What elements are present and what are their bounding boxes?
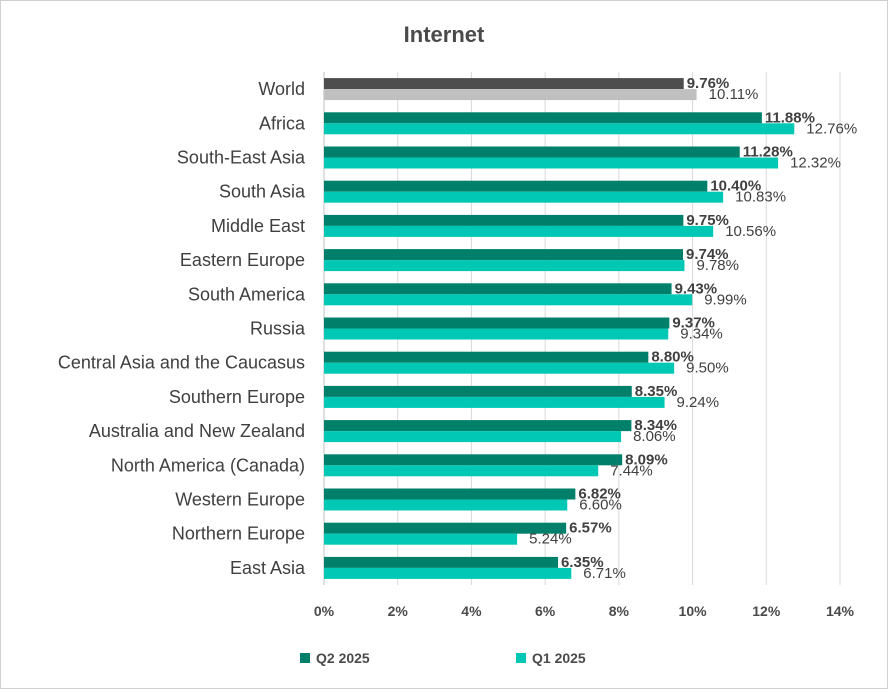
- data-label: 9.74%: [686, 246, 729, 263]
- category-label: Northern Europe: [172, 524, 305, 544]
- category-label: South-East Asia: [177, 148, 306, 168]
- bar: [324, 191, 724, 203]
- category-label: East Asia: [230, 558, 306, 578]
- bar: [324, 522, 567, 534]
- x-tick-label: 10%: [679, 603, 708, 619]
- data-label: 6.82%: [578, 486, 621, 503]
- bar: [324, 249, 683, 261]
- bar: [324, 533, 518, 545]
- bar: [324, 214, 684, 226]
- bar: [324, 431, 622, 443]
- bar: [324, 385, 632, 397]
- category-label: Russia: [250, 319, 306, 339]
- category-label: World: [258, 79, 305, 99]
- data-label: 9.24%: [677, 394, 720, 411]
- data-label: 9.99%: [704, 291, 747, 308]
- data-label: 7.44%: [610, 462, 653, 479]
- data-label: 10.83%: [735, 189, 786, 206]
- legend-label-q1: Q1 2025: [532, 650, 586, 666]
- category-label: Middle East: [211, 216, 305, 236]
- category-label: North America (Canada): [111, 455, 305, 475]
- bar: [324, 89, 697, 101]
- x-tick-label: 0%: [314, 603, 335, 619]
- chart-title: Internet: [403, 22, 485, 47]
- bar: [324, 146, 740, 158]
- data-label: 11.88%: [765, 109, 815, 126]
- bar: [324, 556, 559, 568]
- legend-swatch-q2: [300, 653, 310, 663]
- data-label: 10.56%: [725, 223, 776, 240]
- x-tick-label: 14%: [826, 603, 855, 619]
- bar: [324, 420, 632, 432]
- legend-label-q2: Q2 2025: [316, 650, 370, 666]
- bar: [324, 123, 795, 135]
- data-label: 6.60%: [579, 497, 622, 514]
- data-label: 11.28%: [743, 144, 793, 161]
- category-label: Southern Europe: [169, 387, 305, 407]
- data-label: 9.34%: [680, 326, 723, 343]
- bar: [324, 260, 685, 272]
- bar: [324, 499, 568, 511]
- data-label: 8.09%: [625, 451, 668, 468]
- category-label: Australia and New Zealand: [89, 421, 305, 441]
- data-label: 6.35%: [561, 554, 604, 571]
- bar: [324, 465, 599, 477]
- data-label: 12.32%: [790, 155, 841, 172]
- category-label: South Asia: [219, 182, 306, 202]
- bar: [324, 317, 670, 329]
- data-label: 9.43%: [675, 280, 718, 297]
- bar: [324, 294, 693, 306]
- category-label: Central Asia and the Caucasus: [58, 353, 305, 373]
- category-label: Western Europe: [175, 490, 305, 510]
- x-tick-label: 2%: [388, 603, 409, 619]
- bar: [324, 157, 779, 169]
- data-label: 6.71%: [583, 565, 626, 582]
- bar: [324, 567, 572, 579]
- category-label: Eastern Europe: [180, 250, 305, 270]
- bar: [324, 454, 623, 466]
- legend-swatch-q1: [516, 653, 526, 663]
- data-label: 6.57%: [569, 520, 612, 537]
- bar: [324, 362, 675, 374]
- bar: [324, 328, 669, 340]
- data-label: 10.40%: [710, 178, 761, 195]
- x-tick-label: 4%: [461, 603, 482, 619]
- data-label: 5.24%: [529, 531, 572, 548]
- category-label: Africa: [259, 113, 306, 133]
- data-label: 9.50%: [686, 360, 729, 377]
- bar: [324, 180, 708, 192]
- data-label: 10.11%: [709, 86, 759, 103]
- x-tick-label: 12%: [752, 603, 781, 619]
- data-label: 9.76%: [687, 75, 730, 92]
- bar: [324, 112, 762, 124]
- bar: [324, 396, 665, 408]
- bar: [324, 488, 576, 500]
- legend-item-q1: Q1 2025: [516, 650, 586, 666]
- x-tick-label: 8%: [609, 603, 630, 619]
- data-label: 9.78%: [696, 257, 739, 274]
- bar: [324, 78, 684, 90]
- data-label: 9.37%: [672, 315, 715, 332]
- legend-item-q2: Q2 2025: [300, 650, 370, 666]
- data-label: 9.75%: [686, 212, 729, 229]
- bar: [324, 225, 714, 237]
- data-label: 8.35%: [635, 383, 678, 400]
- x-tick-label: 6%: [535, 603, 556, 619]
- data-label: 12.76%: [806, 120, 857, 137]
- data-label: 8.06%: [633, 428, 676, 445]
- bar: [324, 283, 672, 295]
- data-label: 8.34%: [634, 417, 677, 434]
- data-label: 8.80%: [651, 349, 694, 366]
- category-label: South America: [188, 284, 306, 304]
- bar: [324, 351, 649, 363]
